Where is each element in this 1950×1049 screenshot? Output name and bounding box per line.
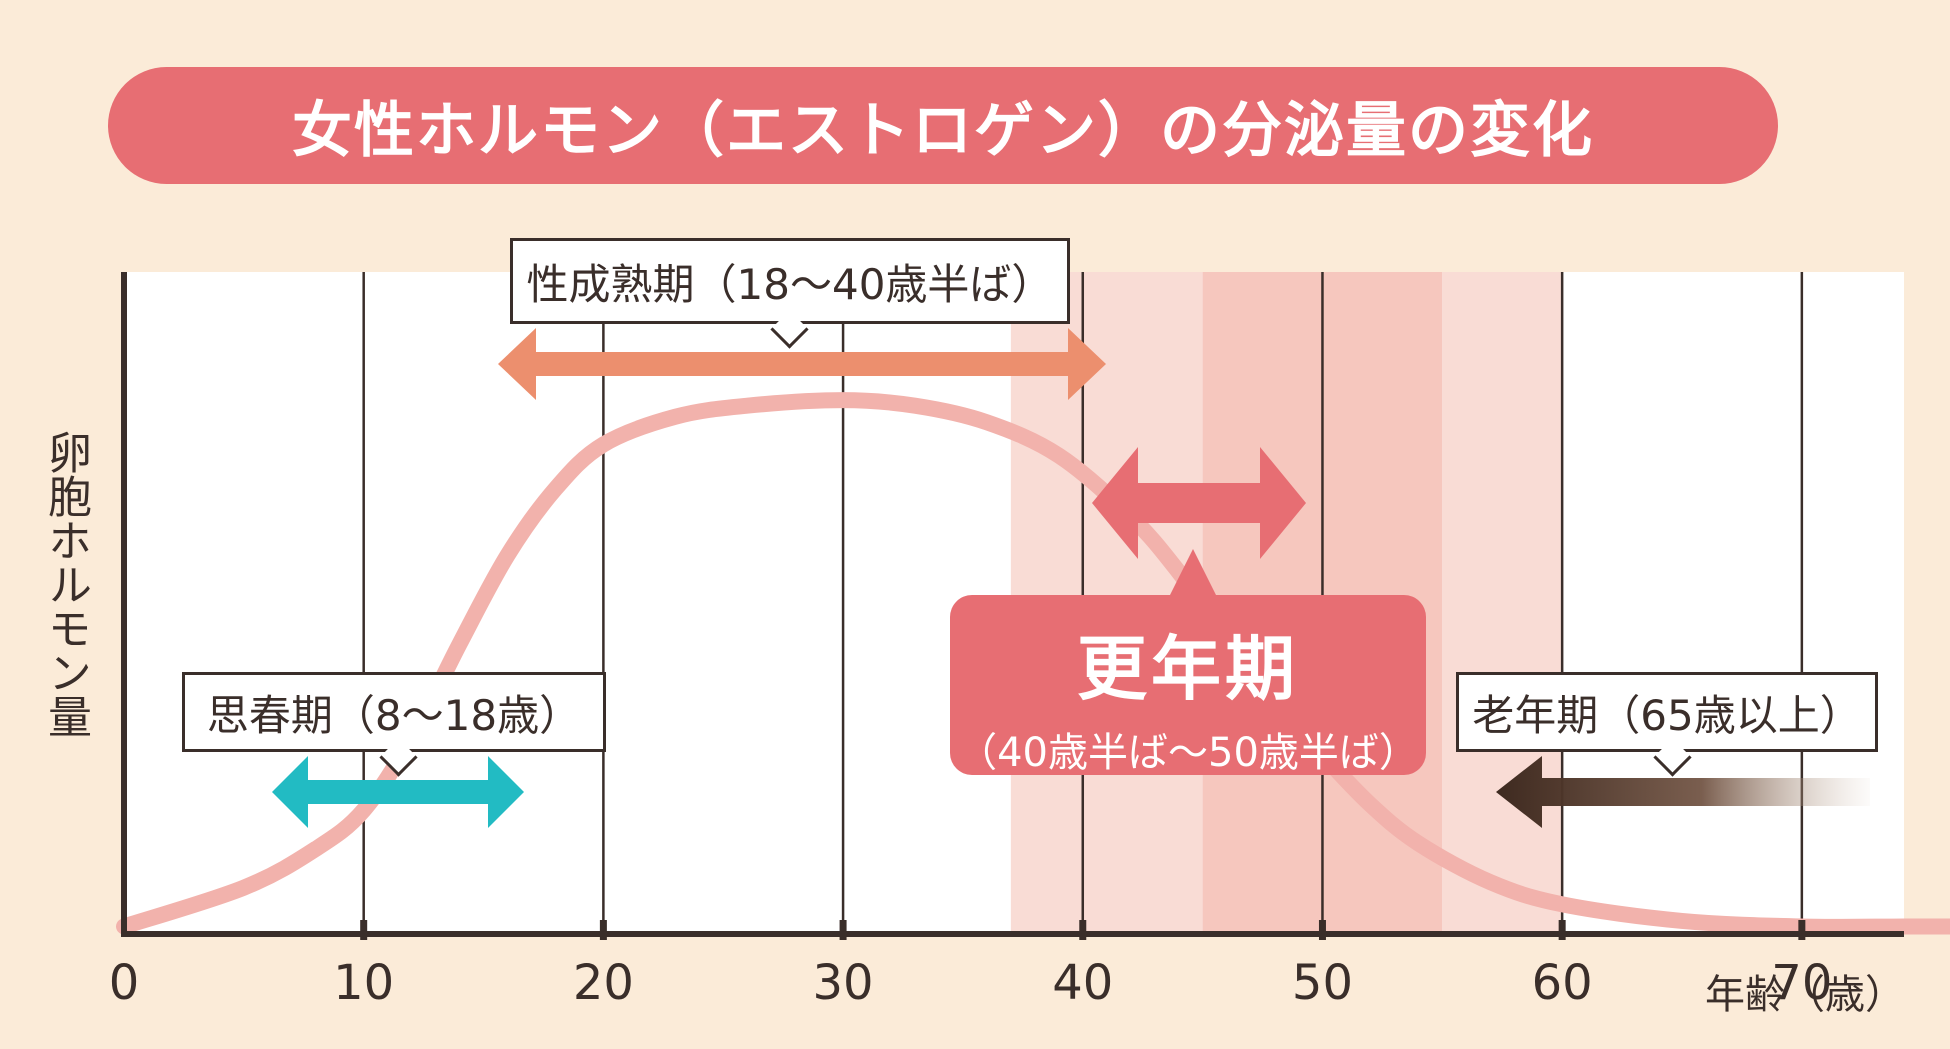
- x-tick-label: 10: [333, 955, 395, 1011]
- menopause-band: [1442, 272, 1563, 936]
- callout-sexual-maturity: 性成熟期（18〜40歳半ば）: [510, 238, 1070, 324]
- x-tick-label: 40: [1052, 955, 1114, 1011]
- callout-puberty-label: 思春期（8〜18歳）: [206, 690, 582, 740]
- x-tick-label: 20: [572, 955, 634, 1011]
- callout-old-age: 老年期（65歳以上）: [1456, 672, 1878, 752]
- chart-title: 女性ホルモン（エストロゲン）の分泌量の変化: [292, 96, 1594, 166]
- callout-menopause-sublabel: （40歳半ば〜50歳半ば）: [957, 730, 1419, 776]
- old-age-arrow: [1496, 756, 1870, 828]
- x-tick-label: 30: [812, 955, 874, 1011]
- callout-menopause-label: 更年期: [1077, 628, 1299, 710]
- callout-puberty: 思春期（8〜18歳）: [182, 672, 606, 752]
- puberty-arrow: [272, 756, 524, 828]
- x-tick-label: 60: [1531, 955, 1593, 1011]
- callout-menopause: 更年期 （40歳半ば〜50歳半ば）: [950, 549, 1426, 776]
- y-axis-label: 卵胞ホルモン量: [40, 430, 91, 738]
- x-tick-label: 0: [108, 955, 140, 1011]
- callout-sexual-maturity-label: 性成熟期（18〜40歳半ば）: [526, 259, 1054, 309]
- x-axis-label: 年齢（歳）: [1705, 972, 1905, 1018]
- sexual-maturity-arrow: [498, 328, 1106, 400]
- title-banner: 女性ホルモン（エストロゲン）の分泌量の変化: [108, 67, 1778, 184]
- x-tick-label: 70: [1771, 955, 1833, 1011]
- x-tick-label: 50: [1291, 955, 1353, 1011]
- callout-old-age-label: 老年期（65歳以上）: [1472, 690, 1862, 740]
- menopause-arrow: [1092, 447, 1306, 559]
